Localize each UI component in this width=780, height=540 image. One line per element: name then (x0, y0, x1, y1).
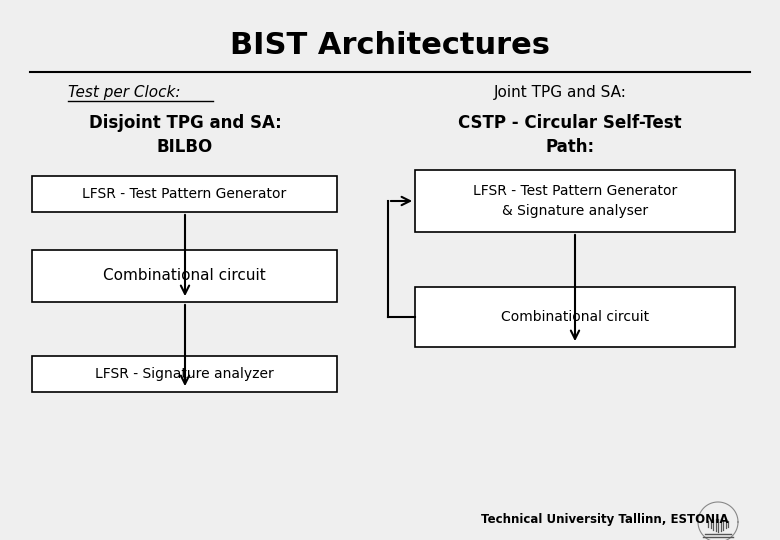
Text: Disjoint TPG and SA:
BILBO: Disjoint TPG and SA: BILBO (89, 114, 282, 156)
FancyBboxPatch shape (32, 250, 337, 302)
FancyBboxPatch shape (32, 356, 337, 392)
Text: LFSR - Test Pattern Generator
& Signature analyser: LFSR - Test Pattern Generator & Signatur… (473, 184, 677, 218)
Text: LFSR - Test Pattern Generator: LFSR - Test Pattern Generator (83, 187, 286, 201)
Text: Joint TPG and SA:: Joint TPG and SA: (494, 84, 626, 99)
Text: Test per Clock:: Test per Clock: (68, 84, 180, 99)
Text: CSTP - Circular Self-Test
Path:: CSTP - Circular Self-Test Path: (458, 114, 682, 156)
Text: Combinational circuit: Combinational circuit (501, 310, 649, 324)
Text: Combinational circuit: Combinational circuit (103, 268, 266, 284)
Text: BIST Architectures: BIST Architectures (230, 30, 550, 59)
FancyBboxPatch shape (415, 287, 735, 347)
FancyBboxPatch shape (32, 176, 337, 212)
FancyBboxPatch shape (415, 170, 735, 232)
Text: Technical University Tallinn, ESTONIA: Technical University Tallinn, ESTONIA (481, 514, 729, 526)
Text: LFSR - Signature analyzer: LFSR - Signature analyzer (95, 367, 274, 381)
